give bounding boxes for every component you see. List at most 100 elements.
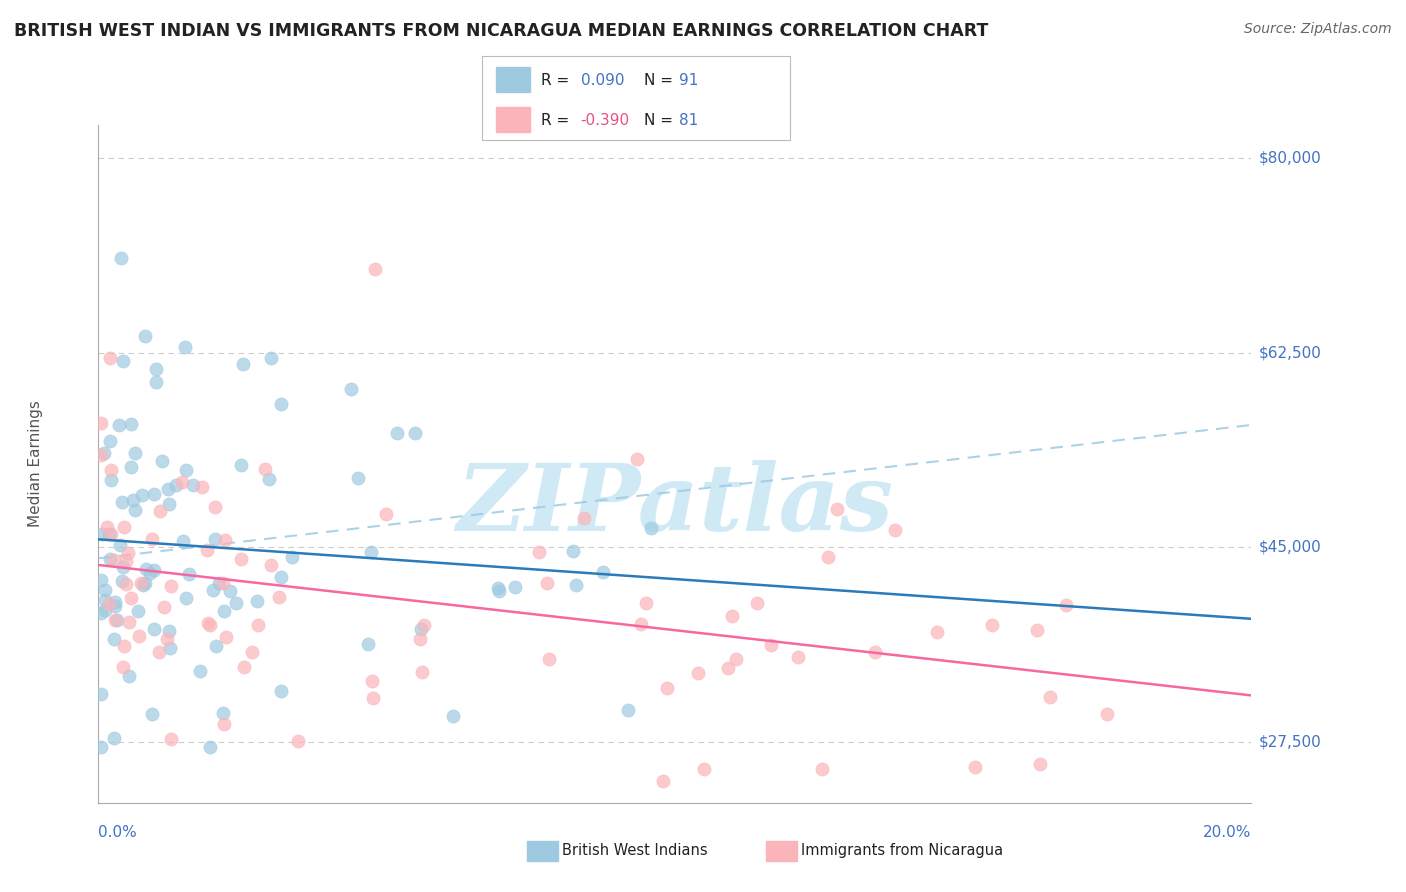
British West Indians (94, 593, 117, 607)
British West Indians (592, 565, 614, 579)
British West Indians (93, 446, 115, 460)
British West Indians (90, 687, 112, 701)
British West Indians (246, 593, 269, 607)
British West Indians (157, 497, 180, 511)
Immigrants from Nicaragua (260, 558, 283, 572)
Immigrants from Nicaragua (1025, 624, 1047, 638)
British West Indians (143, 622, 166, 636)
British West Indians (201, 582, 224, 597)
Text: -0.390: -0.390 (581, 113, 630, 128)
British West Indians (165, 478, 187, 492)
Immigrants from Nicaragua (408, 632, 430, 646)
Text: $62,500: $62,500 (1258, 345, 1322, 360)
Immigrants from Nicaragua (131, 576, 153, 591)
British West Indians (94, 582, 117, 597)
British West Indians (124, 503, 146, 517)
Immigrants from Nicaragua (214, 533, 236, 547)
British West Indians (145, 376, 167, 390)
British West Indians (108, 538, 131, 552)
Text: $45,000: $45,000 (1258, 540, 1322, 555)
Immigrants from Nicaragua (97, 598, 120, 612)
Immigrants from Nicaragua (212, 717, 235, 731)
Text: 81: 81 (679, 113, 699, 128)
British West Indians (112, 560, 135, 574)
British West Indians (172, 533, 194, 548)
Immigrants from Nicaragua (686, 665, 709, 680)
British West Indians (100, 474, 122, 488)
British West Indians (357, 637, 380, 651)
British West Indians (204, 639, 226, 653)
British West Indians (90, 606, 112, 620)
Immigrants from Nicaragua (100, 463, 122, 477)
Immigrants from Nicaragua (155, 632, 177, 647)
British West Indians (270, 397, 292, 411)
British West Indians (204, 532, 226, 546)
Immigrants from Nicaragua (103, 553, 125, 567)
British West Indians (98, 526, 121, 541)
British West Indians (198, 740, 221, 755)
Text: BRITISH WEST INDIAN VS IMMIGRANTS FROM NICARAGUA MEDIAN EARNINGS CORRELATION CHA: BRITISH WEST INDIAN VS IMMIGRANTS FROM N… (14, 22, 988, 40)
British West Indians (212, 604, 235, 618)
Immigrants from Nicaragua (927, 624, 949, 639)
British West Indians (142, 486, 165, 500)
British West Indians (281, 550, 304, 565)
Immigrants from Nicaragua (160, 579, 183, 593)
Immigrants from Nicaragua (115, 554, 138, 568)
Immigrants from Nicaragua (152, 599, 174, 614)
Immigrants from Nicaragua (1029, 757, 1052, 772)
Immigrants from Nicaragua (759, 638, 782, 652)
British West Indians (260, 351, 283, 366)
Immigrants from Nicaragua (170, 475, 193, 489)
Immigrants from Nicaragua (191, 480, 214, 494)
Immigrants from Nicaragua (204, 500, 226, 514)
British West Indians (135, 562, 157, 576)
Immigrants from Nicaragua (361, 691, 384, 706)
British West Indians (229, 458, 252, 472)
British West Indians (346, 471, 368, 485)
Text: British West Indians: British West Indians (562, 844, 709, 858)
Immigrants from Nicaragua (745, 596, 768, 610)
British West Indians (157, 482, 180, 496)
Immigrants from Nicaragua (287, 733, 309, 747)
British West Indians (131, 488, 153, 502)
Immigrants from Nicaragua (1054, 598, 1077, 612)
Immigrants from Nicaragua (1038, 690, 1062, 705)
Immigrants from Nicaragua (636, 596, 658, 610)
British West Indians (157, 624, 180, 639)
Immigrants from Nicaragua (128, 629, 150, 643)
Immigrants from Nicaragua (1097, 706, 1119, 721)
Immigrants from Nicaragua (536, 576, 558, 591)
British West Indians (127, 604, 149, 618)
British West Indians (110, 252, 132, 266)
British West Indians (219, 584, 242, 599)
Immigrants from Nicaragua (412, 618, 434, 632)
British West Indians (360, 545, 382, 559)
British West Indians (103, 731, 125, 745)
Immigrants from Nicaragua (693, 763, 716, 777)
British West Indians (208, 575, 231, 590)
Text: N =: N = (644, 73, 678, 88)
British West Indians (90, 527, 112, 541)
Immigrants from Nicaragua (112, 639, 135, 653)
Immigrants from Nicaragua (364, 262, 387, 277)
Immigrants from Nicaragua (884, 523, 907, 537)
Immigrants from Nicaragua (267, 591, 290, 605)
British West Indians (404, 426, 426, 441)
Immigrants from Nicaragua (98, 351, 121, 366)
Immigrants from Nicaragua (981, 618, 1004, 632)
Immigrants from Nicaragua (120, 591, 142, 605)
British West Indians (90, 574, 112, 588)
Immigrants from Nicaragua (112, 519, 135, 533)
British West Indians (118, 669, 141, 683)
British West Indians (90, 740, 112, 755)
British West Indians (94, 603, 117, 617)
Immigrants from Nicaragua (214, 631, 236, 645)
British West Indians (139, 566, 162, 581)
Immigrants from Nicaragua (825, 501, 848, 516)
Immigrants from Nicaragua (411, 665, 433, 680)
British West Indians (107, 417, 129, 432)
Immigrants from Nicaragua (652, 773, 675, 788)
Immigrants from Nicaragua (212, 576, 235, 591)
Immigrants from Nicaragua (118, 615, 141, 629)
Immigrants from Nicaragua (572, 510, 595, 524)
